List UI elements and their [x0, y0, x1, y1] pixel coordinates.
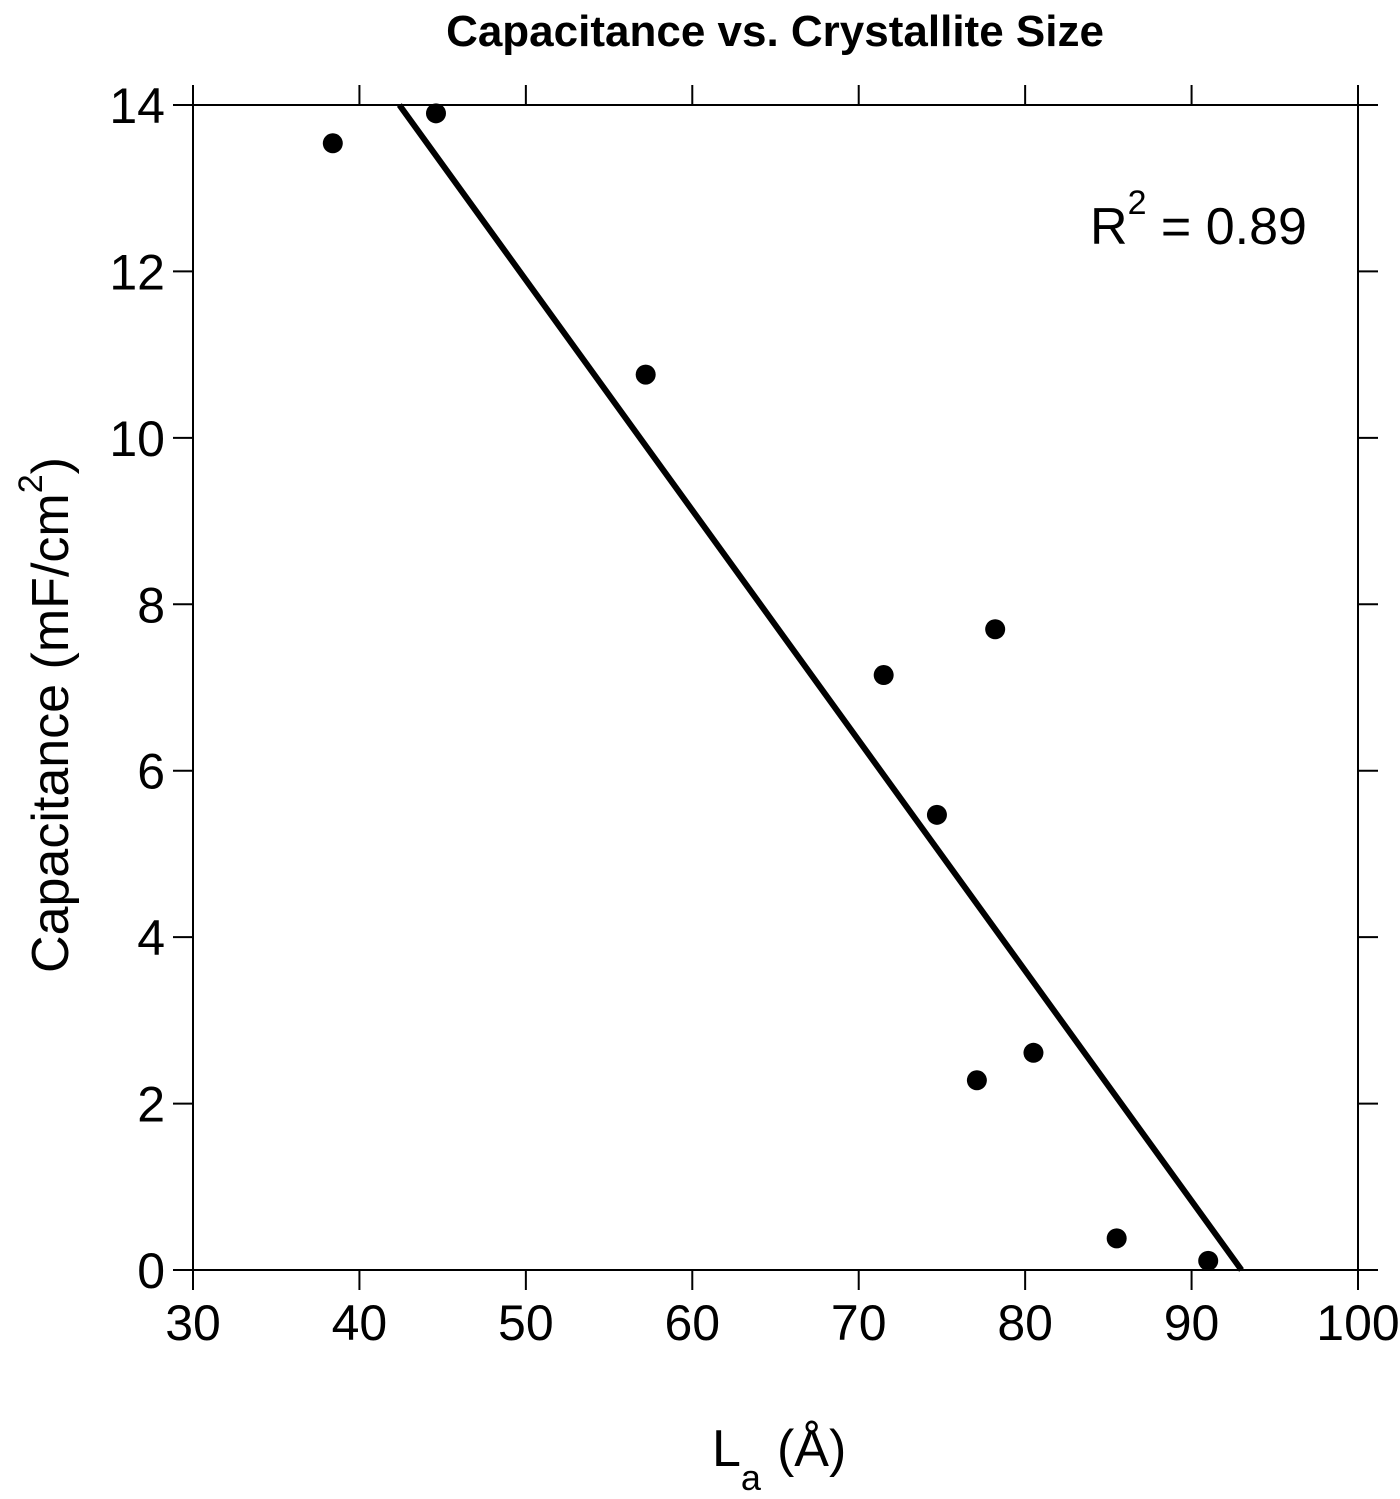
- data-point: [1198, 1250, 1219, 1271]
- data-point: [873, 665, 894, 686]
- data-point: [322, 133, 343, 154]
- x-tick-label: 40: [332, 1295, 388, 1351]
- y-tick-label: 0: [137, 1243, 165, 1299]
- data-point: [1106, 1228, 1127, 1249]
- x-axis-label: La (Å): [712, 1420, 846, 1498]
- chart-title: Capacitance vs. Crystallite Size: [446, 7, 1104, 56]
- x-axis: 30 40 50 60 70 80 90 100: [165, 85, 1400, 1351]
- data-point: [966, 1070, 987, 1091]
- y-tick-label: 14: [109, 78, 165, 134]
- fit-line: [396, 103, 1244, 1272]
- x-tick-label: 80: [997, 1295, 1053, 1351]
- regression-line: [396, 103, 1244, 1272]
- x-tick-label: 70: [831, 1295, 887, 1351]
- r-squared-annotation: R2 = 0.89: [1090, 184, 1307, 256]
- x-tick-label: 60: [664, 1295, 720, 1351]
- data-point: [926, 804, 947, 825]
- y-tick-label: 12: [109, 244, 165, 300]
- y-tick-label: 8: [137, 577, 165, 633]
- data-points: [322, 103, 1219, 1271]
- data-point: [1023, 1042, 1044, 1063]
- y-tick-label: 10: [109, 411, 165, 467]
- y-tick-label: 6: [137, 744, 165, 800]
- data-point: [425, 103, 446, 124]
- plot-frame: [192, 104, 1359, 1271]
- x-tick-label: 90: [1164, 1295, 1220, 1351]
- y-tick-label: 4: [137, 910, 165, 966]
- x-tick-label: 30: [165, 1295, 221, 1351]
- x-tick-label: 50: [498, 1295, 554, 1351]
- data-point: [985, 619, 1006, 640]
- x-tick-label: 100: [1316, 1295, 1399, 1351]
- y-axis: 0 2 4 6 8 10 12 14: [109, 78, 1378, 1299]
- y-axis-label: Capacitance (mF/cm2): [12, 457, 80, 973]
- data-point: [635, 364, 656, 385]
- y-tick-label: 2: [137, 1077, 165, 1133]
